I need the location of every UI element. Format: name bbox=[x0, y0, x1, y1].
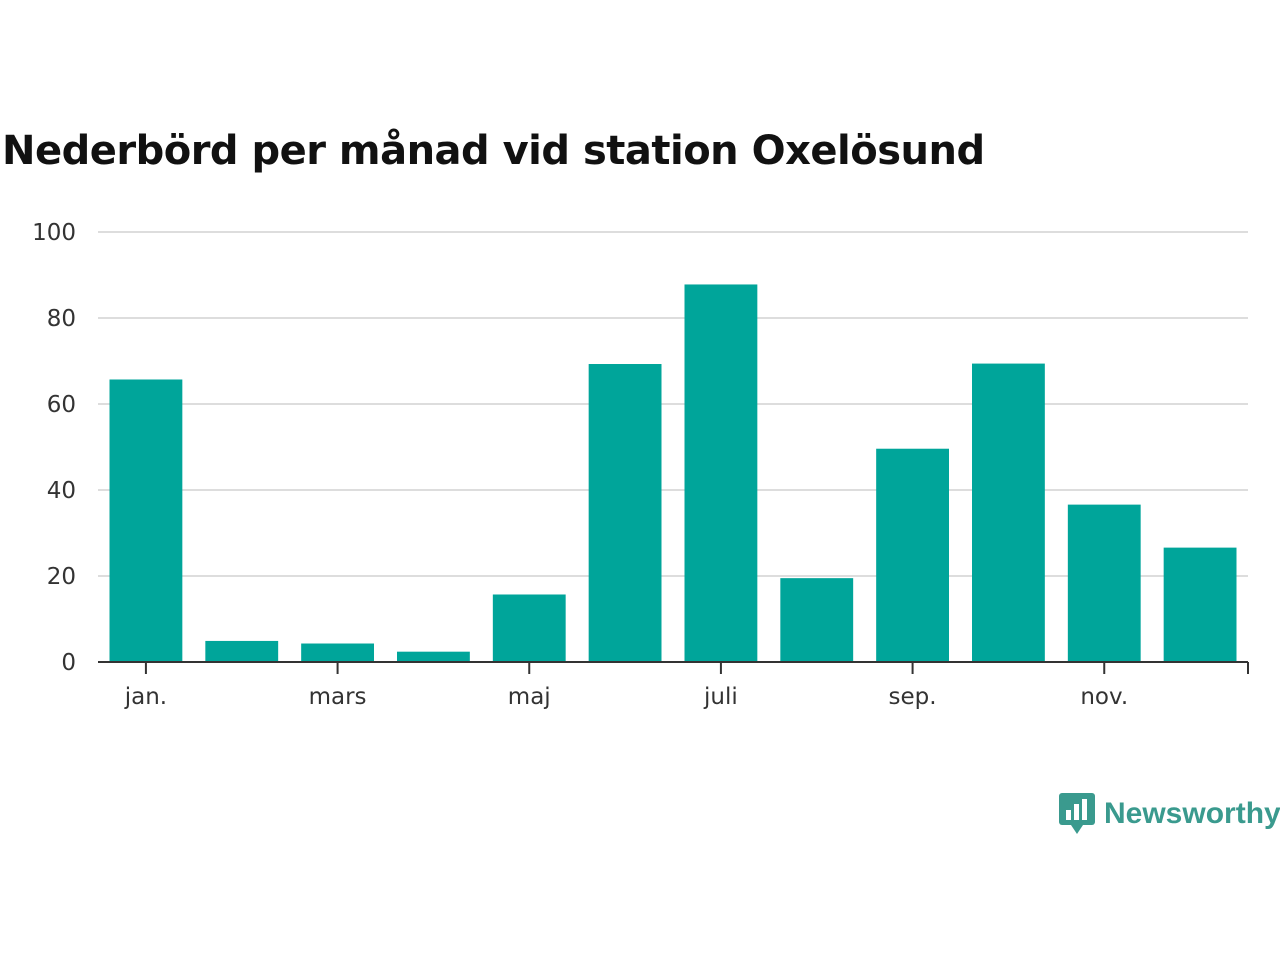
bar bbox=[684, 284, 758, 662]
bar bbox=[205, 640, 279, 662]
x-tick-label: juli bbox=[703, 684, 738, 710]
newsworthy-logo-icon bbox=[1059, 793, 1095, 834]
brand-name: Newsworthy bbox=[1104, 797, 1280, 830]
y-tick-label: 80 bbox=[47, 306, 76, 332]
bar bbox=[1067, 504, 1141, 662]
y-tick-label: 0 bbox=[61, 650, 76, 676]
brand-logo: Newsworthy bbox=[1058, 792, 1280, 836]
bar bbox=[301, 643, 374, 662]
bar bbox=[588, 364, 662, 662]
bar bbox=[972, 363, 1045, 662]
x-tick-label: maj bbox=[508, 684, 551, 710]
bar bbox=[397, 651, 470, 662]
bar bbox=[780, 578, 854, 662]
x-tick-label: sep. bbox=[889, 684, 937, 710]
y-tick-label: 60 bbox=[47, 392, 76, 418]
bar bbox=[492, 594, 566, 662]
y-tick-label: 40 bbox=[47, 478, 76, 504]
y-tick-label: 20 bbox=[47, 564, 76, 590]
chart-title: Nederbörd per månad vid station Oxelösun… bbox=[2, 128, 985, 174]
x-tick-label: mars bbox=[309, 684, 367, 710]
bar bbox=[1163, 547, 1237, 662]
x-tick-label: jan. bbox=[124, 684, 167, 710]
y-tick-label: 100 bbox=[32, 220, 76, 246]
x-tick-label: nov. bbox=[1080, 684, 1128, 710]
bar bbox=[876, 448, 949, 662]
bar bbox=[109, 379, 183, 662]
